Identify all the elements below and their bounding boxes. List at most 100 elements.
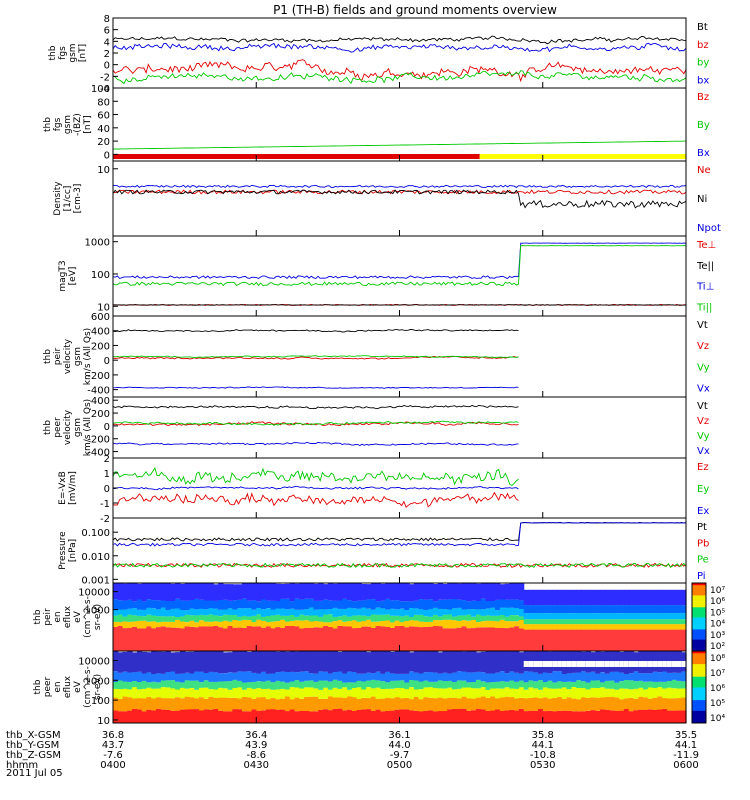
spectrogram-cell	[241, 615, 248, 620]
spectrogram-cell	[485, 697, 491, 711]
spectrogram-cell	[657, 687, 663, 697]
spectrogram-cell	[385, 598, 391, 610]
spectrogram-cell	[600, 697, 606, 710]
y-axis-label: (cm^2-s-	[83, 666, 93, 708]
colorbar-cell	[692, 714, 706, 717]
spectrogram-cell	[141, 651, 148, 674]
spectrogram-cell	[304, 671, 310, 681]
spectrogram-cell	[160, 680, 167, 688]
spectrogram-cell	[504, 687, 510, 697]
spectrogram-cell	[308, 680, 315, 688]
spectrogram-cell	[227, 672, 233, 682]
spectrogram-cell	[542, 619, 549, 625]
spectrogram-cell	[466, 710, 472, 723]
y-axis-label: gsm	[73, 347, 83, 366]
spectrogram-cell	[514, 698, 520, 711]
spectrogram-cell	[203, 621, 210, 627]
spectrogram-gap	[681, 661, 687, 667]
spectrogram-cell	[337, 583, 343, 601]
spectrogram-cell	[318, 617, 324, 622]
colorbar-cell	[692, 591, 706, 594]
spectrogram-cell	[194, 651, 200, 672]
spectrogram-cell	[456, 620, 463, 628]
spectrogram-cell	[156, 697, 162, 709]
spectrogram-cell	[437, 711, 444, 723]
spectrogram-cell	[342, 615, 348, 622]
spectrogram-cell	[385, 682, 391, 689]
spectrogram-cell	[385, 620, 391, 627]
spectrogram-cell	[390, 698, 396, 711]
spectrogram-cell	[113, 651, 119, 672]
spectrogram-cell	[394, 680, 401, 688]
spectrogram-cell	[628, 605, 635, 614]
spectrogram-cell	[528, 624, 534, 630]
spectrogram-cell	[218, 600, 224, 610]
spectrogram-cell	[418, 627, 424, 651]
spectrogram-cell	[671, 672, 678, 680]
spectrogram-cell	[132, 601, 138, 609]
spectrogram-cell	[237, 599, 243, 609]
spectrogram-cell	[623, 629, 630, 651]
spectrogram-cell	[566, 624, 572, 630]
spectrogram-cell	[471, 619, 477, 628]
spectrogram-cell	[681, 629, 687, 651]
colorbar-cell	[692, 610, 706, 613]
spectrogram-cell	[452, 697, 458, 710]
spectrogram-cell	[619, 619, 625, 625]
spectrogram-cell	[471, 583, 477, 601]
spectrogram-cell	[600, 624, 606, 630]
spectrogram-cell	[495, 688, 501, 699]
colorbar-cell	[692, 615, 706, 618]
spectrogram-cell	[566, 589, 572, 606]
spectrogram-cell	[299, 698, 305, 711]
series-line-Pt	[112, 522, 687, 542]
ephemeris-value: 0500	[387, 760, 412, 771]
spectrogram-cell	[117, 614, 124, 623]
spectrogram-cell	[361, 626, 367, 651]
spectrogram-gap	[542, 661, 549, 667]
spectrogram-cell	[198, 608, 205, 615]
spectrogram-cell	[504, 599, 510, 608]
spectrogram-cell	[289, 651, 296, 672]
spectrogram-cell	[633, 619, 639, 625]
spectrogram-cell	[246, 711, 253, 723]
spectrogram-cell	[480, 687, 487, 697]
spectrogram-cell	[643, 673, 649, 682]
colorbar-cell	[692, 701, 706, 704]
spectrogram-cell	[628, 697, 635, 712]
spectrogram-cell	[189, 651, 195, 674]
ephemeris-value: -11.9	[673, 750, 699, 761]
colorbar-cell	[692, 654, 706, 657]
spectrogram-cell	[256, 688, 262, 698]
y-tick-label: 10	[97, 716, 110, 727]
spectrogram-cell	[647, 624, 654, 630]
spectrogram-cell	[390, 622, 396, 628]
spectrogram-cell	[538, 629, 544, 651]
legend-entry: Ne	[697, 165, 711, 176]
spectrogram-cell	[428, 672, 434, 682]
spectrogram-cell	[208, 600, 214, 609]
spectrogram-cell	[423, 622, 429, 627]
spectrogram-cell	[218, 609, 224, 616]
spectrogram-cell	[370, 688, 377, 697]
spectrogram-cell	[289, 625, 296, 651]
spectrogram-cell	[375, 583, 381, 602]
spectrogram-cell	[461, 583, 467, 601]
spectrogram-cell	[609, 671, 615, 681]
spectrogram-cell	[413, 696, 420, 711]
spectrogram-cell	[647, 687, 654, 699]
spectrogram-cell	[237, 584, 243, 600]
colorbar-cell	[692, 678, 706, 681]
spectrogram-cell	[208, 709, 214, 723]
series-line-Ez	[112, 491, 519, 508]
spectrogram-cell	[189, 583, 195, 600]
spectrogram-cell	[561, 629, 568, 651]
spectrogram-cell	[275, 651, 281, 673]
spectrogram-cell	[275, 672, 281, 681]
legend-entry: Ti||	[696, 303, 712, 314]
spectrogram-cell	[442, 688, 448, 699]
spectrogram-cell	[251, 709, 257, 723]
spectrogram-cell	[275, 689, 281, 700]
spectrogram-cell	[323, 584, 329, 600]
spectrogram-cell	[409, 601, 415, 608]
